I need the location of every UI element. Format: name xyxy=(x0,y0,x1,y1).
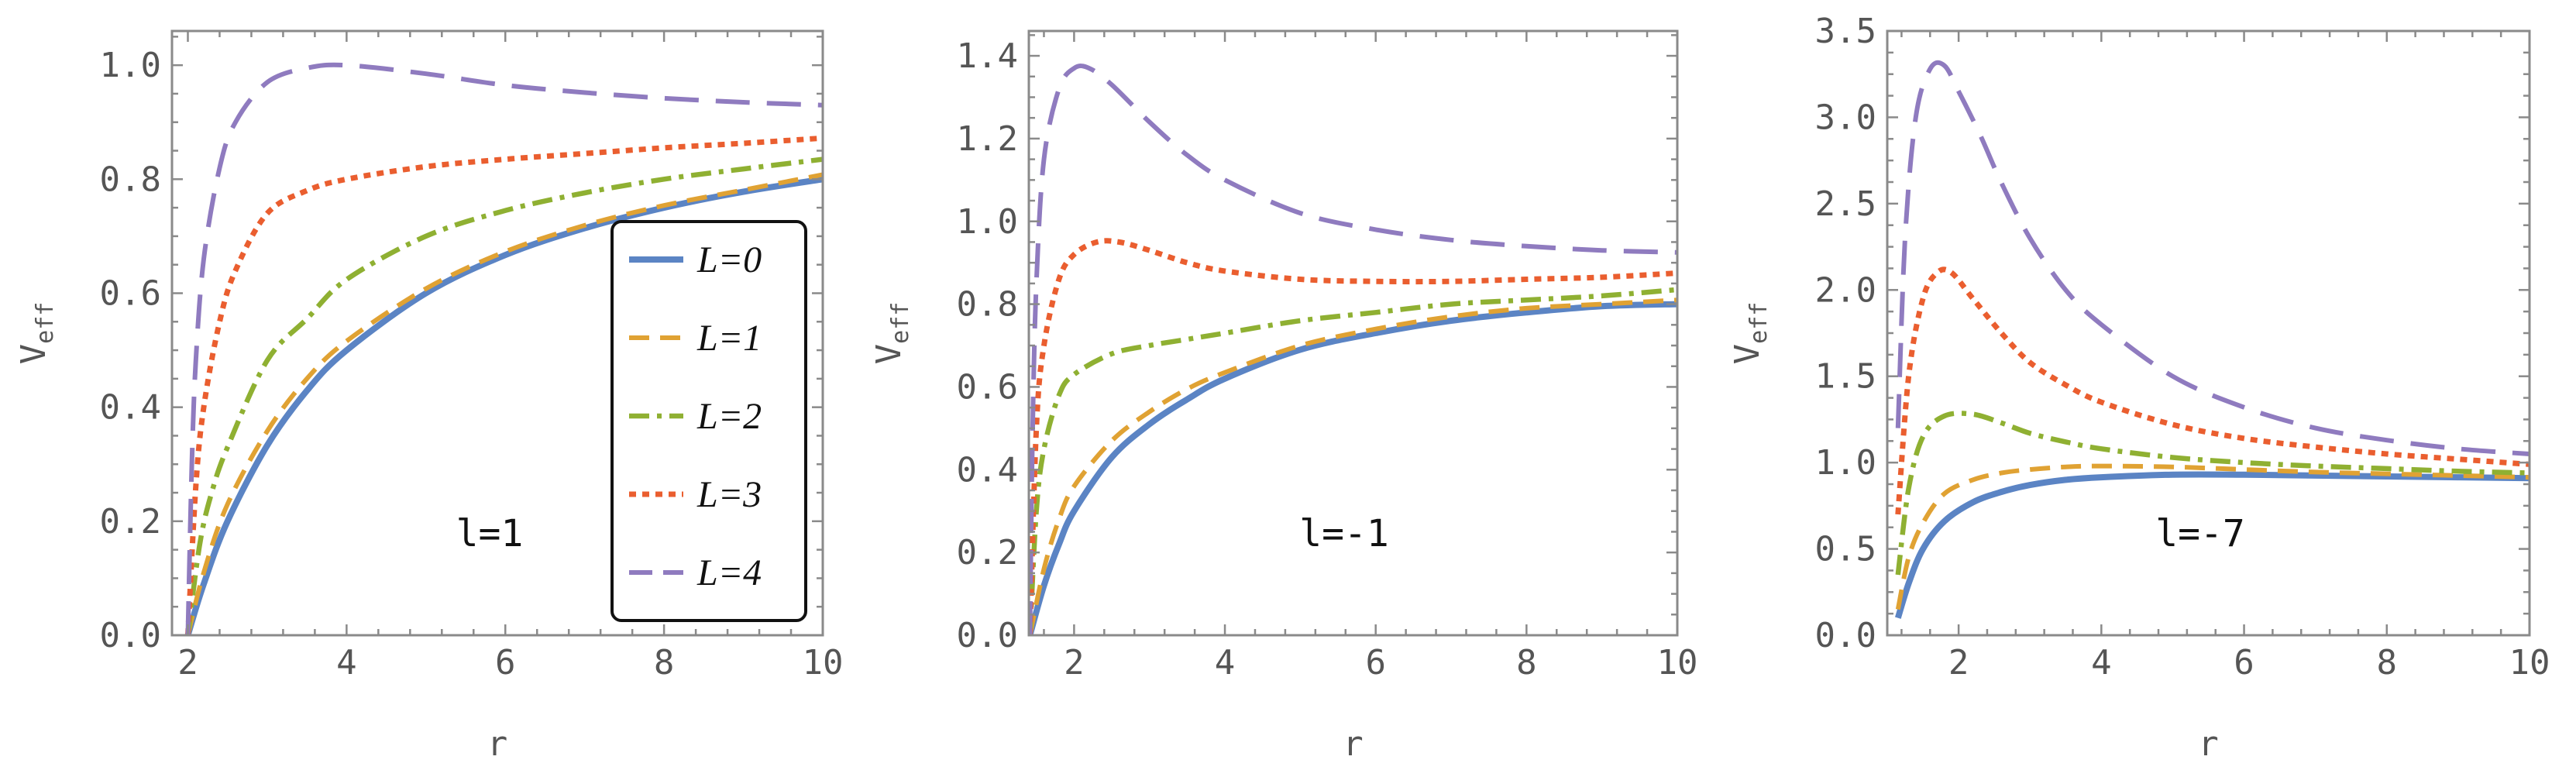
series-line-L1 xyxy=(1029,297,1677,635)
parameter-label: l=-1 xyxy=(1299,512,1389,555)
series-line-L2 xyxy=(1895,411,2530,576)
series-line-L4 xyxy=(185,62,823,635)
series-group xyxy=(1029,64,1677,635)
x-tick-label: 4 xyxy=(2091,643,2112,682)
series-line-L4 xyxy=(1029,64,1677,635)
y-tick-label: 0.4 xyxy=(100,388,161,428)
series-line-L4 xyxy=(1895,60,2530,456)
x-tick-label: 2 xyxy=(1948,643,1969,682)
plot-frame xyxy=(170,29,824,637)
legend-label: L=4 xyxy=(696,552,762,593)
series-group xyxy=(1894,60,2530,619)
y-axis-label: Veff xyxy=(1728,302,1773,365)
legend-label: L=3 xyxy=(696,474,762,515)
x-tick-label: 8 xyxy=(654,643,675,682)
y-tick-label: 0.8 xyxy=(957,285,1018,325)
series-line-L0 xyxy=(1029,301,1677,635)
series-line-L1 xyxy=(185,172,823,635)
y-tick-label: 1.0 xyxy=(1815,443,1876,483)
chart-panel-2: 2 4 6 8 10 0.0 0.2 0.4 0.6 0.8 1.0 1.2 1.4 r Veff l=-1 xyxy=(869,29,1698,764)
y-tick-label: 0.0 xyxy=(100,616,161,655)
x-axis-label: r xyxy=(1343,724,1364,764)
y-tick-label: 2.0 xyxy=(1815,270,1876,310)
series-line-L3 xyxy=(185,135,823,635)
legend: L=0 L=1 L=2 L=3 L=4 xyxy=(610,220,807,622)
x-tick-label: 4 xyxy=(1215,643,1236,682)
y-axis-label: Veff xyxy=(869,302,914,365)
y-tick-label: 0.5 xyxy=(1815,530,1876,569)
x-tick-label: 8 xyxy=(1516,643,1537,682)
series-line-L1 xyxy=(1895,463,2530,610)
series-line-L0 xyxy=(184,176,823,635)
series-line-L3 xyxy=(1895,266,2530,515)
y-tick-label: 1.0 xyxy=(957,202,1018,242)
parameter-label: l=-7 xyxy=(2155,512,2245,555)
x-tick-label: 2 xyxy=(1064,643,1085,682)
y-tick-label: 0.6 xyxy=(957,367,1018,407)
y-tick-label: 1.2 xyxy=(957,119,1018,159)
y-tick-label: 0.0 xyxy=(1815,616,1876,655)
x-tick-label: 4 xyxy=(336,643,357,682)
y-tick-label: 1.4 xyxy=(957,36,1018,76)
x-tick-label: 10 xyxy=(803,643,844,682)
y-tick-label: 3.0 xyxy=(1815,98,1876,137)
y-tick-label: 3.5 xyxy=(1815,12,1876,51)
series-group xyxy=(184,62,823,635)
series-line-L3 xyxy=(1029,238,1677,635)
y-tick-label: 0.4 xyxy=(957,450,1018,490)
series-line-L0 xyxy=(1894,471,2530,619)
x-tick-label: 8 xyxy=(2377,643,2398,682)
x-axis-label: r xyxy=(2198,724,2219,764)
y-tick-label: 0.8 xyxy=(100,160,161,199)
legend-label: L=1 xyxy=(696,318,762,359)
x-tick-label: 10 xyxy=(1657,643,1698,682)
x-tick-label: 2 xyxy=(177,643,198,682)
series-line-L2 xyxy=(185,156,823,635)
y-tick-label: 0.0 xyxy=(957,616,1018,655)
plot-frame xyxy=(1027,29,1679,637)
y-tick-label: 0.2 xyxy=(957,533,1018,572)
legend-label: L=0 xyxy=(696,239,762,280)
y-tick-label: 0.6 xyxy=(100,273,161,313)
y-tick-label: 1.5 xyxy=(1815,357,1876,397)
y-axis-label: Veff xyxy=(14,302,59,365)
chart-panel-3: 2 4 6 8 10 0.0 0.5 1.0 1.5 2.0 2.5 3.0 3.5 r Veff l=-7 xyxy=(1728,12,2550,764)
y-tick-label: 0.2 xyxy=(100,502,161,541)
series-line-L2 xyxy=(1029,287,1677,635)
x-axis-label: r xyxy=(487,724,508,764)
chart-panel-1: 2 4 6 8 100.00.20.40.60.81.0rVeffl=1L=0L=1L=… xyxy=(14,29,844,764)
legend-label: L=2 xyxy=(696,396,762,437)
x-tick-label: 6 xyxy=(1365,643,1386,682)
parameter-label: l=1 xyxy=(456,512,524,555)
x-tick-label: 6 xyxy=(2234,643,2254,682)
x-tick-label: 6 xyxy=(495,643,516,682)
x-tick-label: 10 xyxy=(2509,643,2550,682)
y-tick-label: 1.0 xyxy=(100,46,161,85)
y-tick-label: 2.5 xyxy=(1815,184,1876,224)
